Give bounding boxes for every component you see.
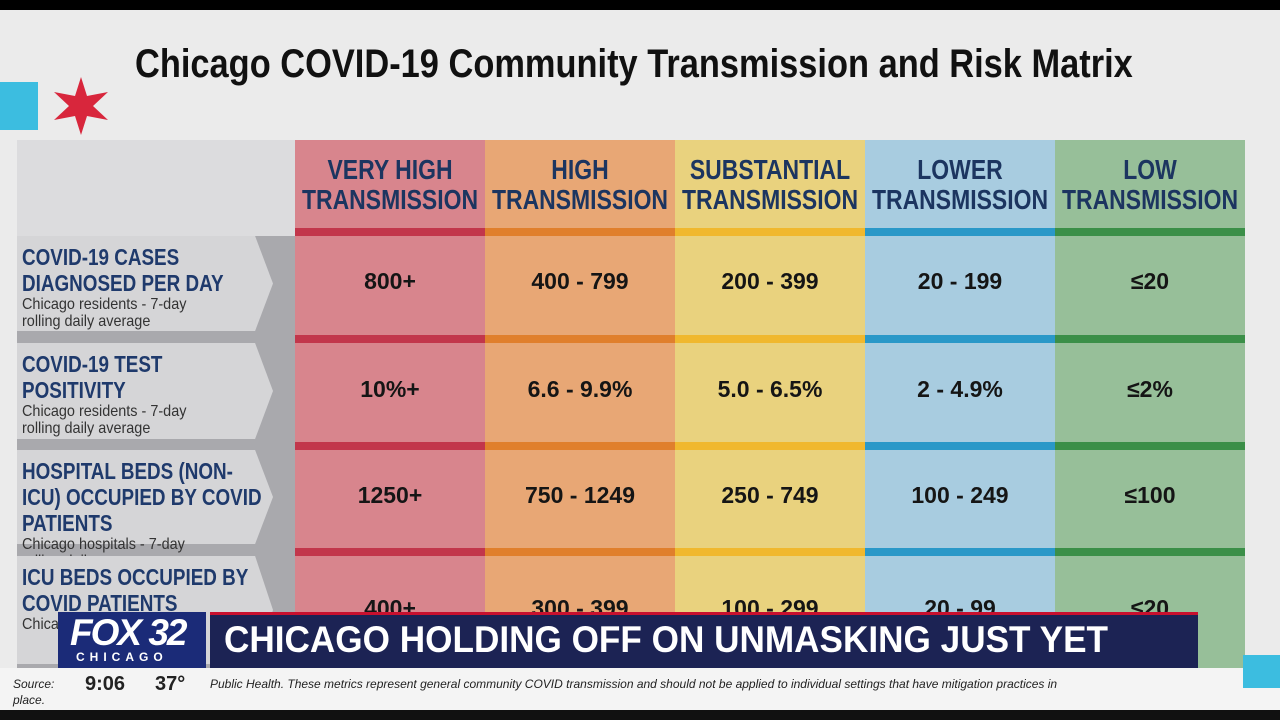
row-sublabel: Chicago residents - 7-day rolling daily … [22,296,187,330]
cell-value: ≤100 [1124,481,1176,508]
row-label-chevron [17,343,273,439]
row-divider [865,228,1055,236]
row-divider [485,228,675,236]
cell-value: 250 - 749 [721,481,819,508]
cell-value: 2 - 4.9% [917,375,1003,402]
row-title: COVID-19 TEST POSITIVITY [22,351,163,403]
row-divider [675,548,865,556]
temperature: 37° [155,673,186,695]
row-divider [1055,335,1245,343]
cell-value: 6.6 - 9.9% [527,375,633,402]
source-label: Source: [13,677,55,691]
row-divider [675,335,865,343]
cell-value: 800+ [364,268,416,294]
logo: FOX 32 [70,612,187,653]
accent-square [0,82,38,130]
row-divider [1055,228,1245,236]
row-divider [865,442,1055,450]
cell-value: 10%+ [360,375,420,402]
row-divider [1055,548,1245,556]
cell-value: 400 - 799 [531,268,629,294]
source-end: place. [13,693,46,707]
row-divider [675,442,865,450]
row-title: HOSPITAL BEDS (NON-ICU) OCCUPIED BY COVI… [22,458,262,536]
cell-value: 20 - 199 [917,268,1003,294]
column-header: VERY HIGH TRANSMISSION [301,154,479,215]
row-title: COVID-19 CASES DIAGNOSED PER DAY [22,244,224,296]
cell-value: 200 - 399 [721,268,819,294]
row-label-chevron [17,450,273,544]
column-header: HIGH TRANSMISSION [491,154,669,215]
title: Chicago COVID-19 Community Transmission … [135,42,1133,86]
cell-value: ≤2% [1127,375,1173,402]
row-divider [295,228,485,236]
cell-value: ≤20 [1130,268,1170,294]
row-divider [295,335,485,343]
row-divider [295,548,485,556]
row-divider [485,335,675,343]
row-label: ICU BEDS OCCUPIED BY COVID PATIENTS Chica… [22,564,268,633]
time: 9:06 [85,673,126,695]
row-label: COVID-19 TEST POSITIVITY Chicago resident… [22,351,268,437]
row-title: ICU BEDS OCCUPIED BY COVID PATIENTS [22,564,249,616]
accent-corner [1243,655,1280,688]
row-divider [295,442,485,450]
cell-value: 5.0 - 6.5% [717,375,823,402]
headline-bar [210,612,1198,668]
row-label-chevron [17,236,273,331]
label-column-header [17,140,295,236]
cell-value: 1250+ [357,481,423,508]
row-divider [1055,442,1245,450]
headline: CHICAGO HOLDING OFF ON UNMASKING JUST YE… [224,619,1108,660]
logo-box [58,612,206,668]
logo-sub: CHICAGO [76,650,168,664]
row-divider [865,335,1055,343]
row-divider [675,228,865,236]
column-header: LOWER TRANSMISSION [871,154,1049,215]
footer-strip [0,668,1280,710]
source-text: Public Health. These metrics represent g… [210,677,1058,691]
row-divider [485,442,675,450]
chicago-star [54,77,108,135]
bottom-band [0,710,1280,720]
cell-value: 100 - 249 [911,481,1009,508]
row-label: COVID-19 CASES DIAGNOSED PER DAY Chicago … [22,244,268,330]
column-header: LOW TRANSMISSION [1061,154,1239,215]
row-divider [485,548,675,556]
row-label: HOSPITAL BEDS (NON-ICU) OCCUPIED BY COVI… [22,458,268,570]
cell-value: 750 - 1249 [525,481,635,508]
row-sublabel: Chicago residents - 7-day rolling daily … [22,403,187,437]
column-header: SUBSTANTIAL TRANSMISSION [681,154,859,215]
row-divider [865,548,1055,556]
